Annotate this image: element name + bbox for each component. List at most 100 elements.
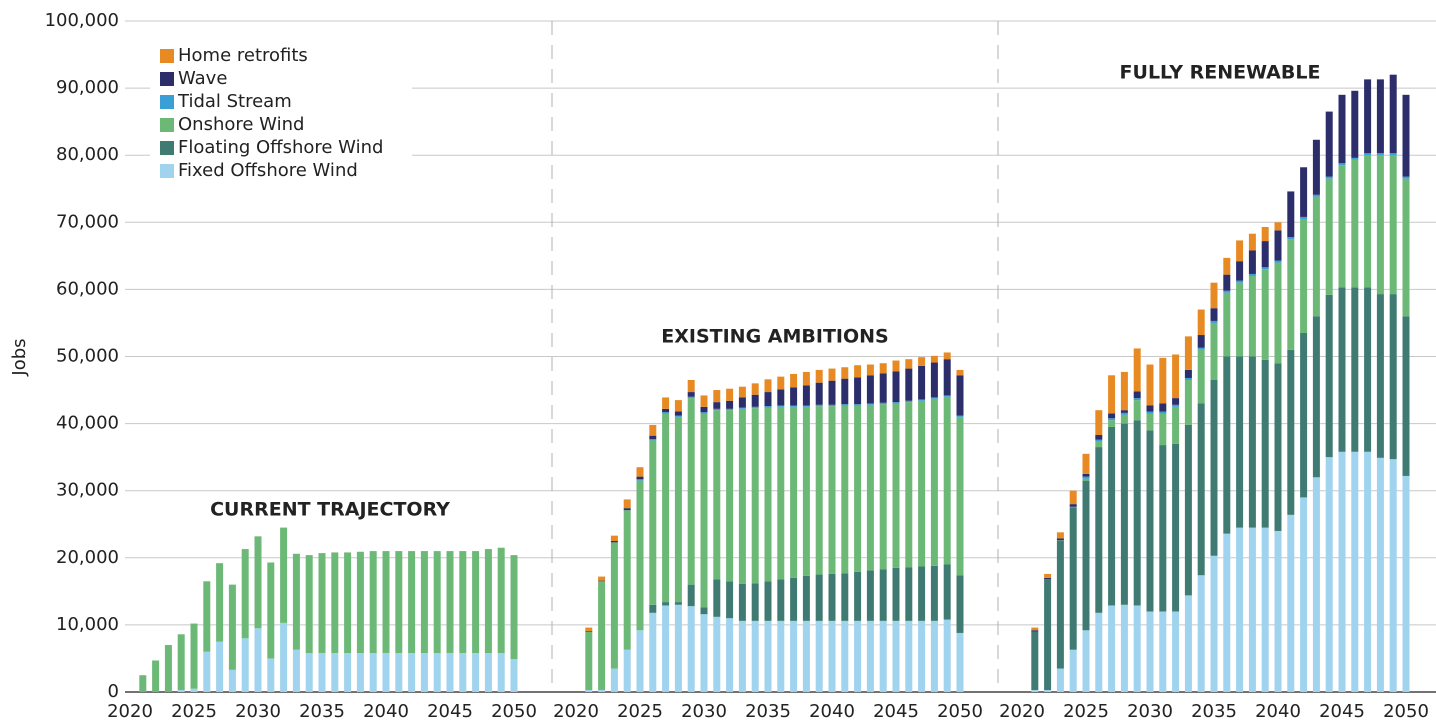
bar-segment [649,440,657,605]
bar-segment [1274,222,1282,231]
bar-segment [738,620,746,692]
bar-segment [395,653,403,692]
bar-segment [649,439,657,441]
bar-segment [585,627,593,631]
bar-segment [956,632,964,692]
legend-label: Fixed Offshore Wind [178,160,358,181]
y-axis-label: Jobs [9,338,30,376]
bar-segment [1197,575,1205,692]
bar-segment [1389,459,1397,692]
y-tick-label: 50,000 [56,346,119,367]
bar-segment [790,405,798,407]
bar-segment [1223,356,1231,534]
bar-segment [687,398,695,585]
bar-segment [1364,153,1372,156]
bar-segment [892,402,900,404]
bar-segment [598,576,606,581]
bar-segment [1095,439,1103,442]
bar-segment [610,668,618,692]
bar-segment [751,383,759,395]
bar-segment [177,689,185,692]
bar-segment [905,620,913,692]
bar-segment [674,411,682,416]
bar-segment [700,412,708,414]
bar-segment [1133,420,1141,606]
panel-title: CURRENT TRAJECTORY [210,499,450,521]
x-tick-label: 2030 [235,701,281,722]
bar-segment [433,653,441,692]
bar-segment [738,583,746,621]
bar-segment [1120,604,1128,692]
bar-segment [713,410,721,580]
bar-segment [1287,191,1295,238]
bar-segment [1146,611,1154,692]
bar-segment [331,552,339,654]
bar-segment [726,388,734,401]
bar-segment [802,406,810,576]
bar-segment [585,631,593,690]
bar-segment [956,415,964,417]
bar-segment [1197,309,1205,336]
bar-segment [738,386,746,398]
y-tick-label: 100,000 [45,10,119,31]
bar-segment [790,373,798,388]
bar-segment [382,551,390,654]
bar-segment [623,508,631,511]
bar-segment [610,535,618,542]
bar-segment [318,553,326,654]
bar-segment [1274,530,1282,692]
bar-segment [1236,261,1244,281]
bar-segment [190,688,198,692]
bar-segment [879,402,887,405]
bar-segment [1044,573,1052,578]
bar-segment [585,630,593,632]
bar-segment [459,551,467,654]
bar-segment [700,406,708,413]
bar-segment [1261,527,1269,692]
bar-segment [687,584,695,607]
legend-box [150,40,412,194]
x-tick-label: 2035 [745,701,791,722]
bar-segment [623,649,631,692]
bar-segment [216,563,224,642]
bar-segment [1146,405,1154,412]
bar-segment [598,581,606,690]
bar-segment [292,553,300,650]
bar-segment [1389,153,1397,156]
bar-segment [687,396,695,399]
bar-segment [892,360,900,372]
bar-segment [1338,94,1346,164]
bar-segment [228,669,236,692]
bar-segment [1159,357,1167,404]
bar-segment [1108,605,1116,692]
y-tick-label: 40,000 [56,413,119,434]
bar-segment [1274,262,1282,364]
bar-segment [1287,239,1295,350]
legend-label: Floating Offshore Wind [178,137,383,158]
bar-segment [1210,322,1218,380]
bar-segment [1184,369,1192,378]
bar-segment [649,435,657,440]
bar-segment [866,570,874,621]
bar-segment [687,392,695,397]
bar-segment [241,549,249,639]
bar-segment [1300,218,1308,334]
bar-segment [472,551,480,654]
bar-segment [203,581,211,652]
bar-segment [700,413,708,608]
bar-segment [1108,426,1116,606]
legend-swatch [160,164,174,178]
bar-segment [484,549,492,654]
bar-segment [1364,79,1372,154]
bar-segment [1338,451,1346,692]
bar-segment [726,618,734,692]
bar-segment [751,583,759,621]
bar-segment [344,552,352,654]
bar-segment [841,573,849,621]
bar-segment [1210,379,1218,556]
bar-segment [854,620,862,692]
bar-segment [841,404,849,406]
bar-segment [190,623,198,689]
bar-segment [1236,240,1244,262]
